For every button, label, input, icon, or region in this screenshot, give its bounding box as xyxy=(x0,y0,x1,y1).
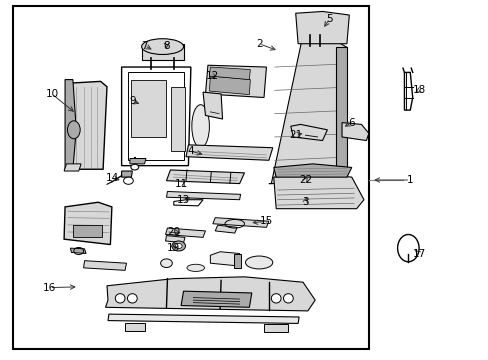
Text: 8: 8 xyxy=(163,41,169,50)
Ellipse shape xyxy=(115,294,125,303)
Polygon shape xyxy=(122,171,132,177)
Polygon shape xyxy=(203,92,222,119)
Polygon shape xyxy=(341,123,368,140)
Ellipse shape xyxy=(283,294,293,303)
Ellipse shape xyxy=(245,256,272,269)
Text: 17: 17 xyxy=(411,248,425,258)
Polygon shape xyxy=(205,65,266,98)
Polygon shape xyxy=(69,81,107,169)
Polygon shape xyxy=(65,80,76,169)
Polygon shape xyxy=(165,228,205,237)
Ellipse shape xyxy=(271,294,281,303)
Polygon shape xyxy=(215,225,237,233)
Polygon shape xyxy=(210,252,239,266)
Text: 20: 20 xyxy=(167,227,180,237)
Polygon shape xyxy=(64,164,81,171)
Text: 6: 6 xyxy=(348,118,354,128)
Polygon shape xyxy=(295,12,348,44)
Text: 7: 7 xyxy=(141,41,147,50)
Text: 19: 19 xyxy=(167,243,180,253)
Ellipse shape xyxy=(186,264,204,271)
Text: 11: 11 xyxy=(174,179,187,189)
Polygon shape xyxy=(212,218,268,227)
Ellipse shape xyxy=(67,121,80,139)
Polygon shape xyxy=(105,277,315,311)
Polygon shape xyxy=(125,323,144,330)
Text: 12: 12 xyxy=(206,71,219,81)
Polygon shape xyxy=(165,235,184,243)
Ellipse shape xyxy=(123,177,133,184)
Ellipse shape xyxy=(131,164,139,170)
Polygon shape xyxy=(290,125,327,140)
Text: 5: 5 xyxy=(326,14,332,24)
Polygon shape xyxy=(209,76,250,95)
Polygon shape xyxy=(335,47,346,184)
Text: 21: 21 xyxy=(288,130,302,140)
Text: 9: 9 xyxy=(129,96,135,106)
Polygon shape xyxy=(70,248,86,253)
Text: 16: 16 xyxy=(43,283,56,293)
Polygon shape xyxy=(171,87,184,151)
Text: 13: 13 xyxy=(177,195,190,205)
Polygon shape xyxy=(131,80,166,137)
Polygon shape xyxy=(273,174,363,209)
Ellipse shape xyxy=(171,241,185,251)
Ellipse shape xyxy=(142,39,183,54)
Ellipse shape xyxy=(191,105,209,148)
Text: 1: 1 xyxy=(406,175,413,185)
Polygon shape xyxy=(142,44,183,60)
Polygon shape xyxy=(130,158,146,164)
Ellipse shape xyxy=(160,259,172,267)
Text: 22: 22 xyxy=(298,175,311,185)
Polygon shape xyxy=(185,145,272,160)
Text: 18: 18 xyxy=(411,85,425,95)
Polygon shape xyxy=(268,33,346,184)
Polygon shape xyxy=(209,67,250,80)
Text: 2: 2 xyxy=(255,39,262,49)
Polygon shape xyxy=(166,192,240,200)
Text: 15: 15 xyxy=(259,216,272,226)
Polygon shape xyxy=(108,314,299,323)
Polygon shape xyxy=(166,170,244,184)
Polygon shape xyxy=(233,253,240,268)
Polygon shape xyxy=(273,164,351,177)
Text: 4: 4 xyxy=(187,146,194,156)
Text: 14: 14 xyxy=(106,173,119,183)
Bar xyxy=(73,225,102,237)
Ellipse shape xyxy=(127,294,137,303)
Polygon shape xyxy=(264,324,288,332)
Ellipse shape xyxy=(175,243,182,248)
Polygon shape xyxy=(64,202,112,244)
Polygon shape xyxy=(83,261,126,270)
Polygon shape xyxy=(181,291,251,307)
Bar xyxy=(13,6,368,348)
Text: 10: 10 xyxy=(45,89,59,99)
Text: 3: 3 xyxy=(302,197,308,207)
